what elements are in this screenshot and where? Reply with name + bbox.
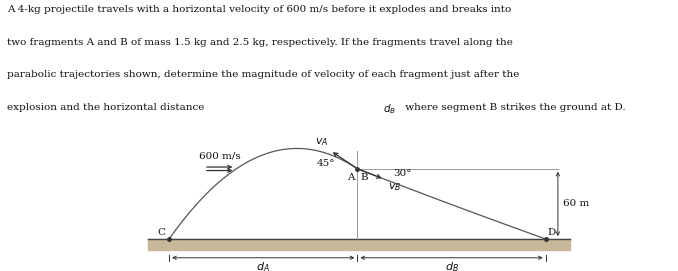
Text: 60 m: 60 m bbox=[563, 199, 589, 208]
Text: $v_B$: $v_B$ bbox=[388, 182, 401, 193]
Text: $d_A$: $d_A$ bbox=[256, 260, 270, 271]
Text: $v_A$: $v_A$ bbox=[315, 136, 329, 148]
Text: 30°: 30° bbox=[393, 169, 412, 178]
Text: where segment B strikes the ground at D.: where segment B strikes the ground at D. bbox=[402, 103, 626, 112]
Text: 600 m/s: 600 m/s bbox=[199, 151, 241, 161]
Text: A: A bbox=[346, 173, 354, 182]
Text: C: C bbox=[157, 228, 165, 237]
Text: B: B bbox=[361, 173, 368, 182]
Text: $d_B$: $d_B$ bbox=[445, 260, 458, 271]
Text: 45°: 45° bbox=[316, 159, 335, 167]
Text: parabolic trajectories shown, determine the magnitude of velocity of each fragme: parabolic trajectories shown, determine … bbox=[7, 70, 519, 79]
Text: D: D bbox=[547, 228, 556, 237]
Text: A 4-kg projectile travels with a horizontal velocity of 600 m/s before it explod: A 4-kg projectile travels with a horizon… bbox=[7, 5, 511, 14]
Text: $d_B$: $d_B$ bbox=[383, 103, 396, 117]
Text: explosion and the horizontal distance: explosion and the horizontal distance bbox=[7, 103, 207, 112]
Text: two fragments A and B of mass 1.5 kg and 2.5 kg, respectively. If the fragments : two fragments A and B of mass 1.5 kg and… bbox=[7, 38, 513, 47]
